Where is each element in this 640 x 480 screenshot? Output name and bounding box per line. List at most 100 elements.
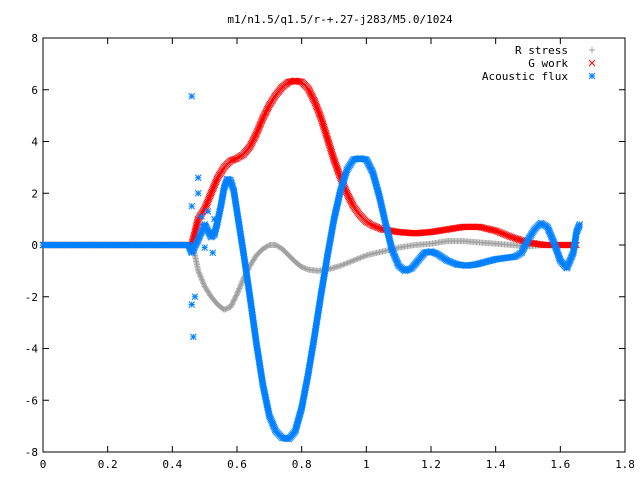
data-point: [238, 281, 245, 288]
data-point: [191, 293, 199, 301]
x-tick-label: 1.2: [421, 458, 441, 471]
y-tick-label: 4: [31, 136, 38, 149]
data-point: [188, 202, 196, 210]
x-tick-label: 0.6: [227, 458, 247, 471]
data-point: [195, 267, 202, 274]
legend-marker: [588, 72, 596, 80]
legend-marker: [589, 47, 595, 53]
data-point: [211, 215, 218, 223]
data-point: [237, 282, 244, 289]
y-tick-label: 2: [31, 187, 38, 200]
data-point: [188, 92, 196, 100]
x-tick-label: 0.8: [292, 458, 312, 471]
data-point: [239, 278, 246, 285]
data-point: [223, 305, 230, 312]
legend-label: R stress: [515, 44, 568, 57]
data-point: [347, 258, 354, 265]
data-point: [229, 300, 236, 307]
data-point: [198, 213, 205, 220]
data-point: [196, 270, 203, 277]
data-point: [361, 252, 368, 259]
y-tick-label: -4: [25, 343, 39, 356]
data-point: [196, 272, 203, 279]
chart-title: m1/n1.5/q1.5/r-+.27-j283/M5.0/1024: [227, 13, 453, 26]
data-point: [227, 304, 234, 311]
x-tick-label: 1: [363, 458, 370, 471]
data-point: [201, 223, 209, 231]
x-tick-label: 1.4: [486, 458, 506, 471]
data-point: [353, 256, 360, 263]
data-point: [189, 333, 197, 341]
data-point: [234, 291, 240, 298]
data-point: [238, 279, 245, 286]
data-point: [200, 280, 207, 287]
y-tick-label: 6: [31, 84, 38, 97]
data-point: [299, 264, 306, 271]
x-tick-label: 1.6: [550, 458, 570, 471]
data-point: [235, 288, 242, 295]
data-point: [338, 262, 345, 269]
y-tick-label: -2: [25, 291, 38, 304]
legend-label: Acoustic flux: [482, 70, 568, 83]
data-point: [228, 301, 235, 308]
series-2: [39, 92, 584, 443]
data-point: [199, 277, 206, 284]
x-tick-label: 1.8: [615, 458, 635, 471]
data-point: [232, 293, 239, 300]
data-point: [341, 260, 348, 267]
data-point: [351, 256, 358, 263]
data-point: [194, 189, 202, 197]
data-point: [265, 242, 272, 249]
data-point: [221, 306, 228, 313]
data-point: [350, 257, 357, 264]
data-point: [230, 298, 237, 305]
y-tick-label: 8: [31, 32, 38, 45]
y-tick-label: 0: [31, 239, 38, 252]
data-point: [356, 255, 363, 262]
data-point: [343, 260, 350, 267]
data-point: [230, 297, 237, 304]
data-point: [209, 249, 217, 257]
data-point: [298, 263, 305, 270]
data-point: [197, 273, 204, 280]
y-tick-label: -6: [25, 394, 38, 407]
data-point: [224, 305, 231, 312]
data-point: [295, 78, 303, 85]
data-point: [195, 269, 202, 276]
data-point: [188, 301, 196, 308]
legend-label: G work: [528, 57, 568, 70]
x-tick-label: 0: [40, 458, 47, 471]
data-point: [236, 284, 243, 291]
data-point: [199, 279, 206, 286]
x-tick-label: 0.4: [162, 458, 182, 471]
data-point: [360, 253, 367, 260]
ticks: 0 0.2 0.4 0.6 0.8 1 1.2 1.4 1.6 1.8 -8 -6 -4 -2 0 2 4 6 8: [25, 32, 635, 471]
data-point: [204, 208, 212, 215]
data-point: [198, 274, 205, 281]
data-point: [235, 286, 242, 293]
data-point: [359, 254, 366, 261]
data-point: [354, 255, 361, 262]
data-point: [228, 302, 235, 309]
legend-marker: [588, 59, 596, 67]
data-point: [301, 265, 308, 272]
data-point: [232, 295, 239, 302]
data-point: [357, 254, 364, 261]
data-point: [201, 281, 208, 288]
data-point: [233, 292, 240, 299]
data-point: [344, 259, 351, 266]
y-tick-label: -8: [25, 446, 38, 459]
data-point: [207, 228, 215, 236]
series-layer: [39, 77, 584, 443]
series-0: [40, 238, 580, 313]
data-point: [576, 220, 584, 228]
data-point: [346, 259, 353, 266]
series-1: [39, 77, 580, 249]
data-point: [348, 258, 355, 265]
data-point: [234, 289, 241, 296]
data-point: [194, 174, 202, 182]
data-point: [222, 306, 229, 313]
data-point: [302, 265, 309, 272]
